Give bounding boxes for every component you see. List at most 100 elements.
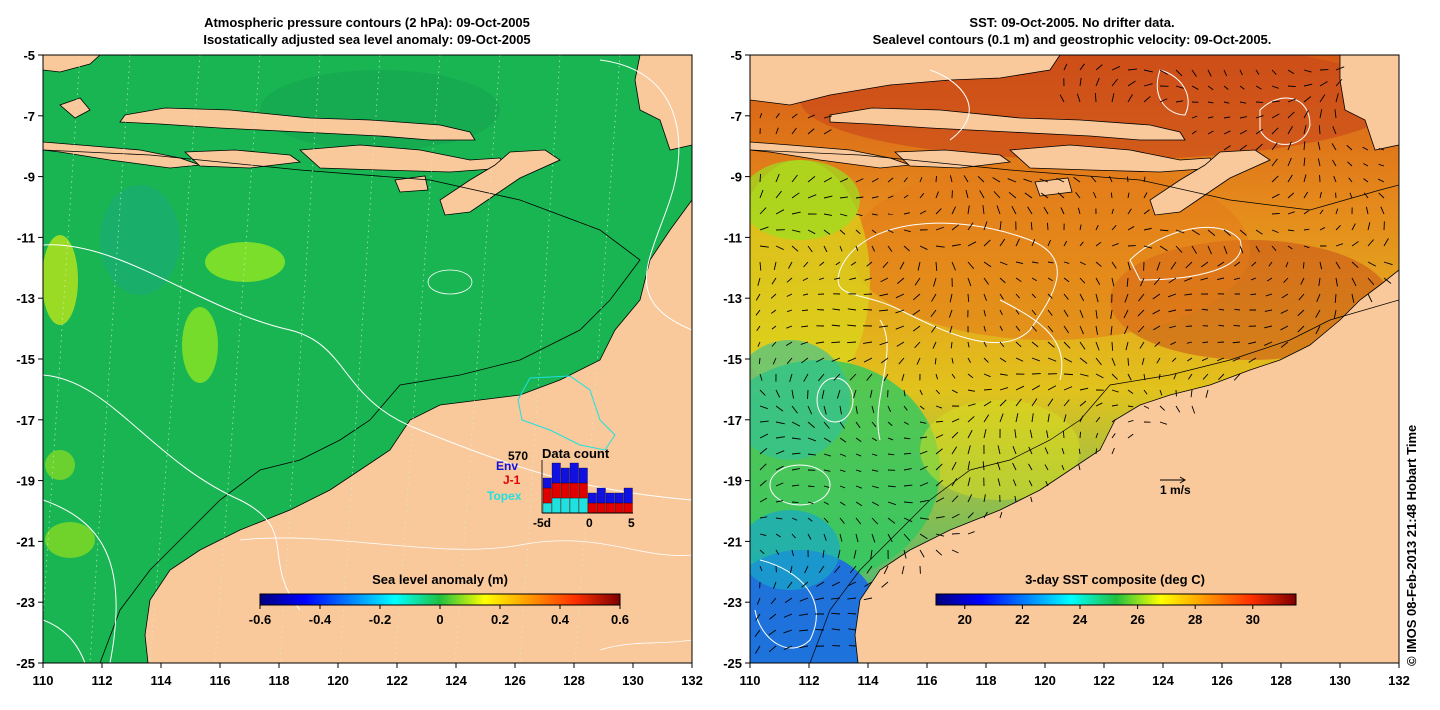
velocity-arrow [1335,243,1344,247]
velocity-arrow [1127,94,1133,103]
velocity-arrow [1319,109,1323,119]
velocity-arrow [903,389,906,397]
velocity-arrow [1047,385,1057,391]
velocity-arrow [1154,341,1161,347]
velocity-arrow [775,450,785,455]
velocity-arrow [831,581,841,587]
velocity-arrow [1079,293,1085,302]
velocity-arrow [839,501,846,506]
velocity-arrow [1047,261,1054,264]
velocity-arrow [1207,229,1216,237]
velocity-arrow [816,581,825,587]
velocity-arrow [1110,192,1113,199]
velocity-arrow [999,413,1004,423]
velocity-arrow [1271,85,1279,89]
velocity-arrow [1264,309,1273,312]
velocity-arrow [855,469,862,472]
velocity-arrow [1223,229,1231,237]
topex-bar [578,497,588,514]
velocity-arrow [1127,373,1132,381]
velocity-arrow [1205,389,1209,398]
velocity-arrow [1040,192,1049,199]
env-bar [605,492,615,504]
velocity-arrow [1111,373,1118,380]
velocity-arrow [903,212,911,215]
velocity-arrow [997,478,1001,487]
velocity-arrow [1143,96,1151,103]
velocity-arrow [879,341,889,346]
velocity-arrow [1156,261,1161,271]
velocity-arrow [1271,69,1277,75]
velocity-arrow [807,501,814,505]
velocity-arrow [791,192,800,199]
right-colorbar-ticks: 20 22 24 26 28 30 [958,605,1260,627]
velocity-arrow [866,565,873,574]
velocity-arrow [836,389,841,399]
velocity-arrow [786,325,793,329]
velocity-arrow [1095,357,1102,366]
velocity-arrow [785,341,793,347]
velocity-arrow [855,453,862,457]
velocity-arrow [1063,341,1071,349]
velocity-arrow [879,309,889,312]
velocity-arrow [791,549,795,557]
velocity-arrow [1297,325,1305,333]
velocity-arrow [834,565,841,574]
bathymetry-contour [750,149,1399,211]
pressure-contour [43,619,86,663]
velocity-arrow [1271,127,1279,135]
velocity-arrow [1168,309,1177,313]
velocity-arrow [1335,93,1339,103]
cyan-contour [517,375,616,451]
velocity-arrow [1111,341,1114,351]
velocity-arrow [883,565,889,575]
velocity-arrow [1201,261,1209,268]
velocity-arrow [1239,129,1248,135]
velocity-arrow [919,533,928,540]
velocity-arrow [791,174,798,183]
velocity-arrow [895,325,905,330]
velocity-arrow [871,229,877,234]
velocity-arrow [791,468,800,471]
velocity-arrow [919,193,925,199]
velocity-arrow [999,325,1003,331]
velocity-arrow [982,205,985,215]
velocity-arrow [967,205,970,215]
velocity-arrow [831,628,841,631]
velocity-arrow [1175,245,1183,253]
velocity-arrow [1173,373,1177,380]
right-x-tick-label: 132 [1388,673,1410,688]
velocity-arrow [1383,238,1389,247]
velocity-arrow [1331,143,1337,151]
right-y-tick-label: -17 [723,413,742,428]
velocity-arrow [1127,68,1137,71]
velocity-arrow [1079,309,1084,318]
topex-bar [551,497,561,514]
velocity-arrow [935,448,943,455]
velocity-arrow [1111,66,1121,71]
velocity-arrow [770,293,777,299]
velocity-arrow [983,429,987,439]
velocity-arrow [999,221,1002,231]
velocity-arrow [801,581,809,588]
velocity-arrow [754,629,761,637]
right-y-tick-label: -9 [730,170,742,185]
velocity-arrow [1175,405,1181,413]
velocity-arrow [853,549,857,559]
velocity-arrow [1303,109,1309,119]
velocity-arrow [866,373,873,381]
velocity-arrow [775,517,783,520]
velocity-arrow [919,210,927,215]
velocity-arrow [855,501,863,507]
velocity-arrow [775,465,784,471]
right-colorbar-tick-label: 24 [1073,612,1088,627]
velocity-arrow [1281,293,1289,299]
velocity-arrow [1095,309,1098,319]
velocity-arrow [1234,261,1241,267]
velocity-arrow [1111,93,1115,103]
velocity-arrow [799,645,809,649]
velocity-arrow [983,414,990,423]
velocity-arrow [759,497,768,503]
velocity-arrow [1095,241,1102,247]
velocity-arrow [951,549,959,554]
